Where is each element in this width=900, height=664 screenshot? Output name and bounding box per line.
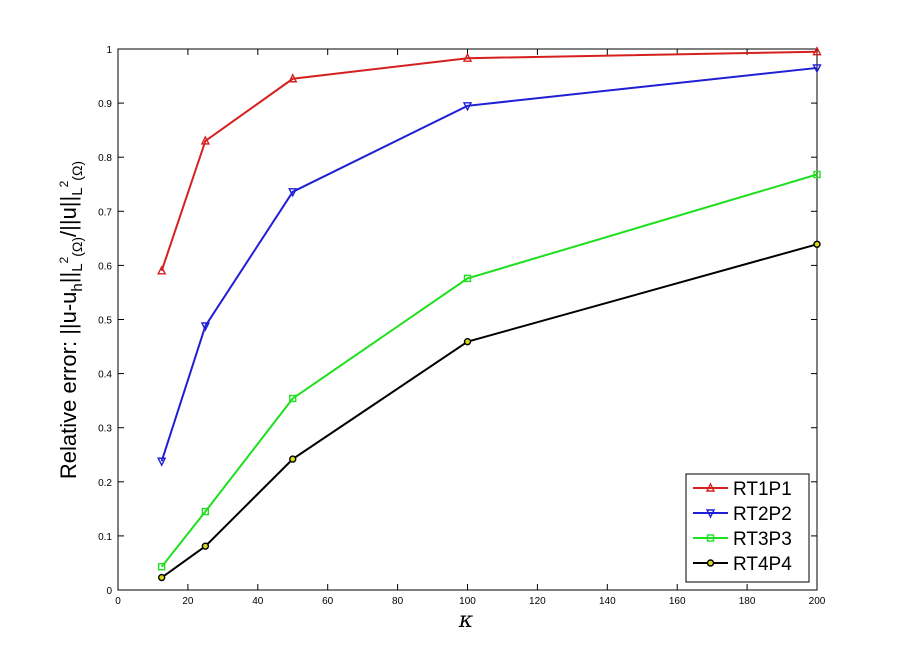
y-tick-label: 0.8 (98, 153, 112, 164)
y-tick-label: 0 (106, 586, 112, 597)
series-rt2p2 (157, 64, 822, 467)
data-point (157, 457, 167, 467)
x-tick-label: 40 (252, 596, 264, 607)
y-tick-label: 0.2 (98, 478, 112, 489)
legend-marker (706, 534, 715, 542)
legend: RT1P1 RT2P2 RT3P3 RT4P4 (685, 473, 810, 583)
x-tick-label: 180 (739, 596, 756, 607)
y-tick-label: 0.1 (98, 532, 112, 543)
series-layer (157, 46, 822, 582)
legend-item: RT1P1 (693, 479, 792, 500)
x-tick-label: 200 (809, 596, 826, 607)
series-line (160, 66, 818, 462)
legend-label: RT2P2 (733, 504, 792, 525)
x-tick-label: 100 (459, 596, 476, 607)
legend-item: RT3P3 (693, 529, 792, 550)
x-tick-label: 20 (182, 596, 194, 607)
data-point (201, 542, 210, 550)
data-point (463, 337, 472, 346)
data-point (157, 265, 167, 275)
x-tick-label: 140 (599, 596, 616, 607)
x-tick-label: 80 (392, 596, 404, 607)
legend-label: RT4P4 (733, 554, 792, 575)
data-point (813, 240, 821, 249)
data-point (289, 455, 297, 463)
data-point (200, 322, 211, 332)
data-point (288, 188, 298, 198)
x-tick-label: 120 (529, 596, 546, 607)
x-tick-label: 160 (669, 596, 686, 607)
data-point (157, 563, 166, 571)
legend-item: RT4P4 (693, 554, 792, 575)
data-point (462, 52, 473, 62)
series-rt3p3 (157, 170, 821, 571)
data-point (289, 394, 297, 403)
y-tick-label: 0.6 (98, 261, 112, 272)
data-point (200, 135, 211, 145)
y-tick-label: 0.3 (98, 424, 112, 435)
legend-label: RT3P3 (733, 529, 792, 550)
data-point (201, 507, 210, 516)
series-line (160, 173, 818, 568)
y-axis-label: Relative error: ||u-uh||L2(Ω)/||u||L2(Ω) (56, 161, 86, 479)
y-tick-label: 0.5 (98, 316, 112, 327)
data-point (288, 73, 298, 83)
data-point (157, 573, 166, 582)
data-point (813, 170, 821, 179)
x-tick-label: 0 (115, 596, 121, 607)
data-point (462, 102, 473, 112)
y-tick-label: 0.9 (98, 99, 112, 110)
series-line (160, 50, 818, 272)
x-tick-label: 60 (322, 596, 334, 607)
legend-item: RT2P2 (693, 504, 792, 525)
y-tick-label: 0.4 (98, 370, 112, 381)
legend-marker (705, 509, 716, 519)
y-tick-label: 1 (106, 45, 112, 56)
y-tick-label: 0.7 (98, 207, 112, 218)
legend-label: RT1P1 (733, 479, 792, 500)
axis-ticks: 0 20 40 60 80 100 120 140 160 180 200 0 0.1 0.2 0.3 0.4… (98, 45, 826, 607)
series-rt1p1 (157, 46, 822, 275)
legend-marker (705, 482, 716, 492)
x-axis-label: κ (458, 608, 474, 633)
data-point (463, 274, 472, 283)
data-point (812, 46, 822, 56)
series-rt4p4 (157, 240, 821, 582)
legend-marker (706, 559, 715, 567)
data-point (812, 64, 822, 74)
